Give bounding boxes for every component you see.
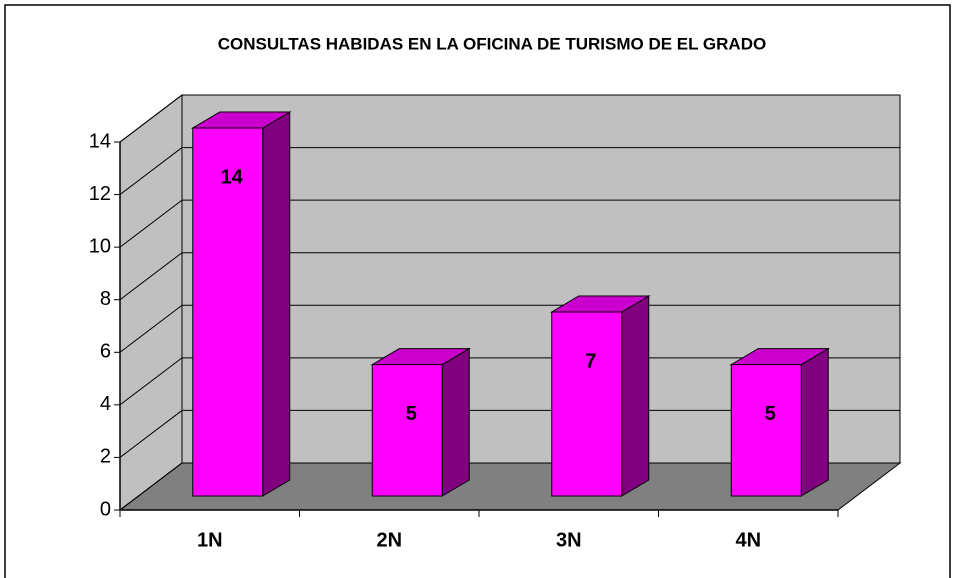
x-tick-label: 2N: [376, 529, 402, 551]
grid-line: [119, 462, 183, 511]
side-wall: [119, 93, 183, 512]
data-label: 14: [221, 166, 244, 188]
y-tick-label: 10: [89, 235, 111, 257]
y-tick-label: 8: [100, 288, 111, 310]
y-tick-label: 2: [100, 446, 111, 468]
x-tick-label: 3N: [556, 529, 582, 551]
y-tick-label: 4: [100, 393, 111, 415]
grid-line: [119, 252, 183, 301]
grid-line: [119, 199, 183, 248]
data-label: 5: [765, 403, 776, 425]
bar-front: [192, 127, 264, 497]
y-tick-label: 14: [89, 130, 111, 152]
chart-border: [4, 4, 951, 578]
grid-line: [119, 147, 183, 195]
grid-line: [119, 410, 183, 458]
chart-title: CONSULTAS HABIDAS EN LA OFICINA DE TURIS…: [218, 34, 766, 53]
data-label: 7: [585, 350, 596, 372]
x-tick-label: 1N: [197, 529, 223, 551]
bar: [190, 111, 292, 497]
bar-side: [621, 295, 650, 497]
bar-front: [371, 364, 443, 497]
bar: [549, 295, 651, 497]
bar-front: [730, 364, 802, 497]
bar: [729, 347, 831, 497]
y-tick-label: 12: [89, 183, 111, 205]
bar-side: [800, 347, 829, 497]
y-tick-label: 0: [100, 498, 111, 520]
x-tick-label: 4N: [735, 529, 761, 551]
bar-front: [551, 311, 623, 497]
grid-line: [119, 304, 183, 353]
grid-line: [119, 357, 183, 406]
y-tick-label: 6: [100, 341, 111, 363]
bar-side: [441, 347, 470, 497]
grid-line: [119, 94, 183, 143]
data-label: 5: [406, 403, 417, 425]
bar-side: [262, 111, 291, 497]
bar: [370, 347, 472, 497]
